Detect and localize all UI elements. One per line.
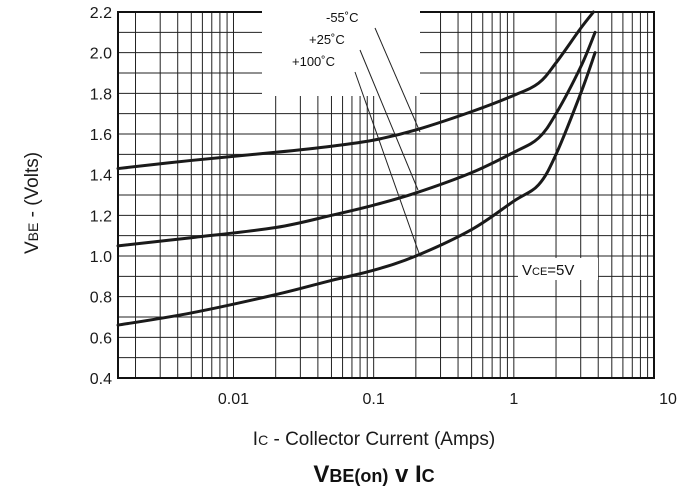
grid (117, 11, 655, 379)
y-tick-label: 1.2 (90, 208, 112, 225)
series-line-plus100 (116, 51, 597, 327)
y-tick-label: 1.4 (90, 168, 112, 185)
x-axis-label: IC - Collector Current (Amps) (253, 429, 495, 450)
annotation-plus25: +25˚C (309, 32, 345, 47)
x-tick-label: 1 (509, 391, 518, 408)
y-tick-label: 0.8 (90, 290, 112, 307)
y-axis-label: VBE - (Volts) (22, 152, 43, 254)
y-tick-label: 0.4 (90, 371, 112, 388)
chart-title: VBE(on) v IC (313, 461, 434, 488)
y-tick-label: 2.0 (90, 46, 112, 63)
x-tick-label: 0.01 (218, 391, 249, 408)
x-tick-label: 0.1 (363, 391, 385, 408)
annotation-plus100: +100˚C (292, 54, 335, 69)
y-tick-label: 1.0 (90, 249, 112, 266)
vce-label-box (518, 258, 598, 280)
series-line-plus25 (116, 30, 597, 248)
annotation-minus55: -55˚C (326, 10, 359, 25)
y-tick-label: 0.6 (90, 330, 112, 347)
x-tick-label: 10 (659, 391, 677, 408)
annotations: -55˚C +25˚C +100˚C VCE=5V (262, 6, 598, 280)
leader-line-plus25 (359, 49, 419, 191)
leader-line-plus100 (354, 71, 421, 257)
y-tick-label: 1.6 (90, 127, 112, 144)
y-tick-label: 1.8 (90, 86, 112, 103)
annotation-vce: VCE=5V (522, 262, 574, 279)
annotation-box (262, 6, 420, 96)
y-tick-label: 2.2 (90, 5, 112, 22)
plot-lines (116, 10, 597, 327)
series-line-minus55 (116, 10, 595, 171)
leader-line-minus55 (374, 27, 421, 133)
tick-labels: 0.4 0.6 0.8 1.0 1.2 1.4 1.6 1.8 2.0 2.2 0.01 0.1 1 10 (90, 5, 677, 408)
